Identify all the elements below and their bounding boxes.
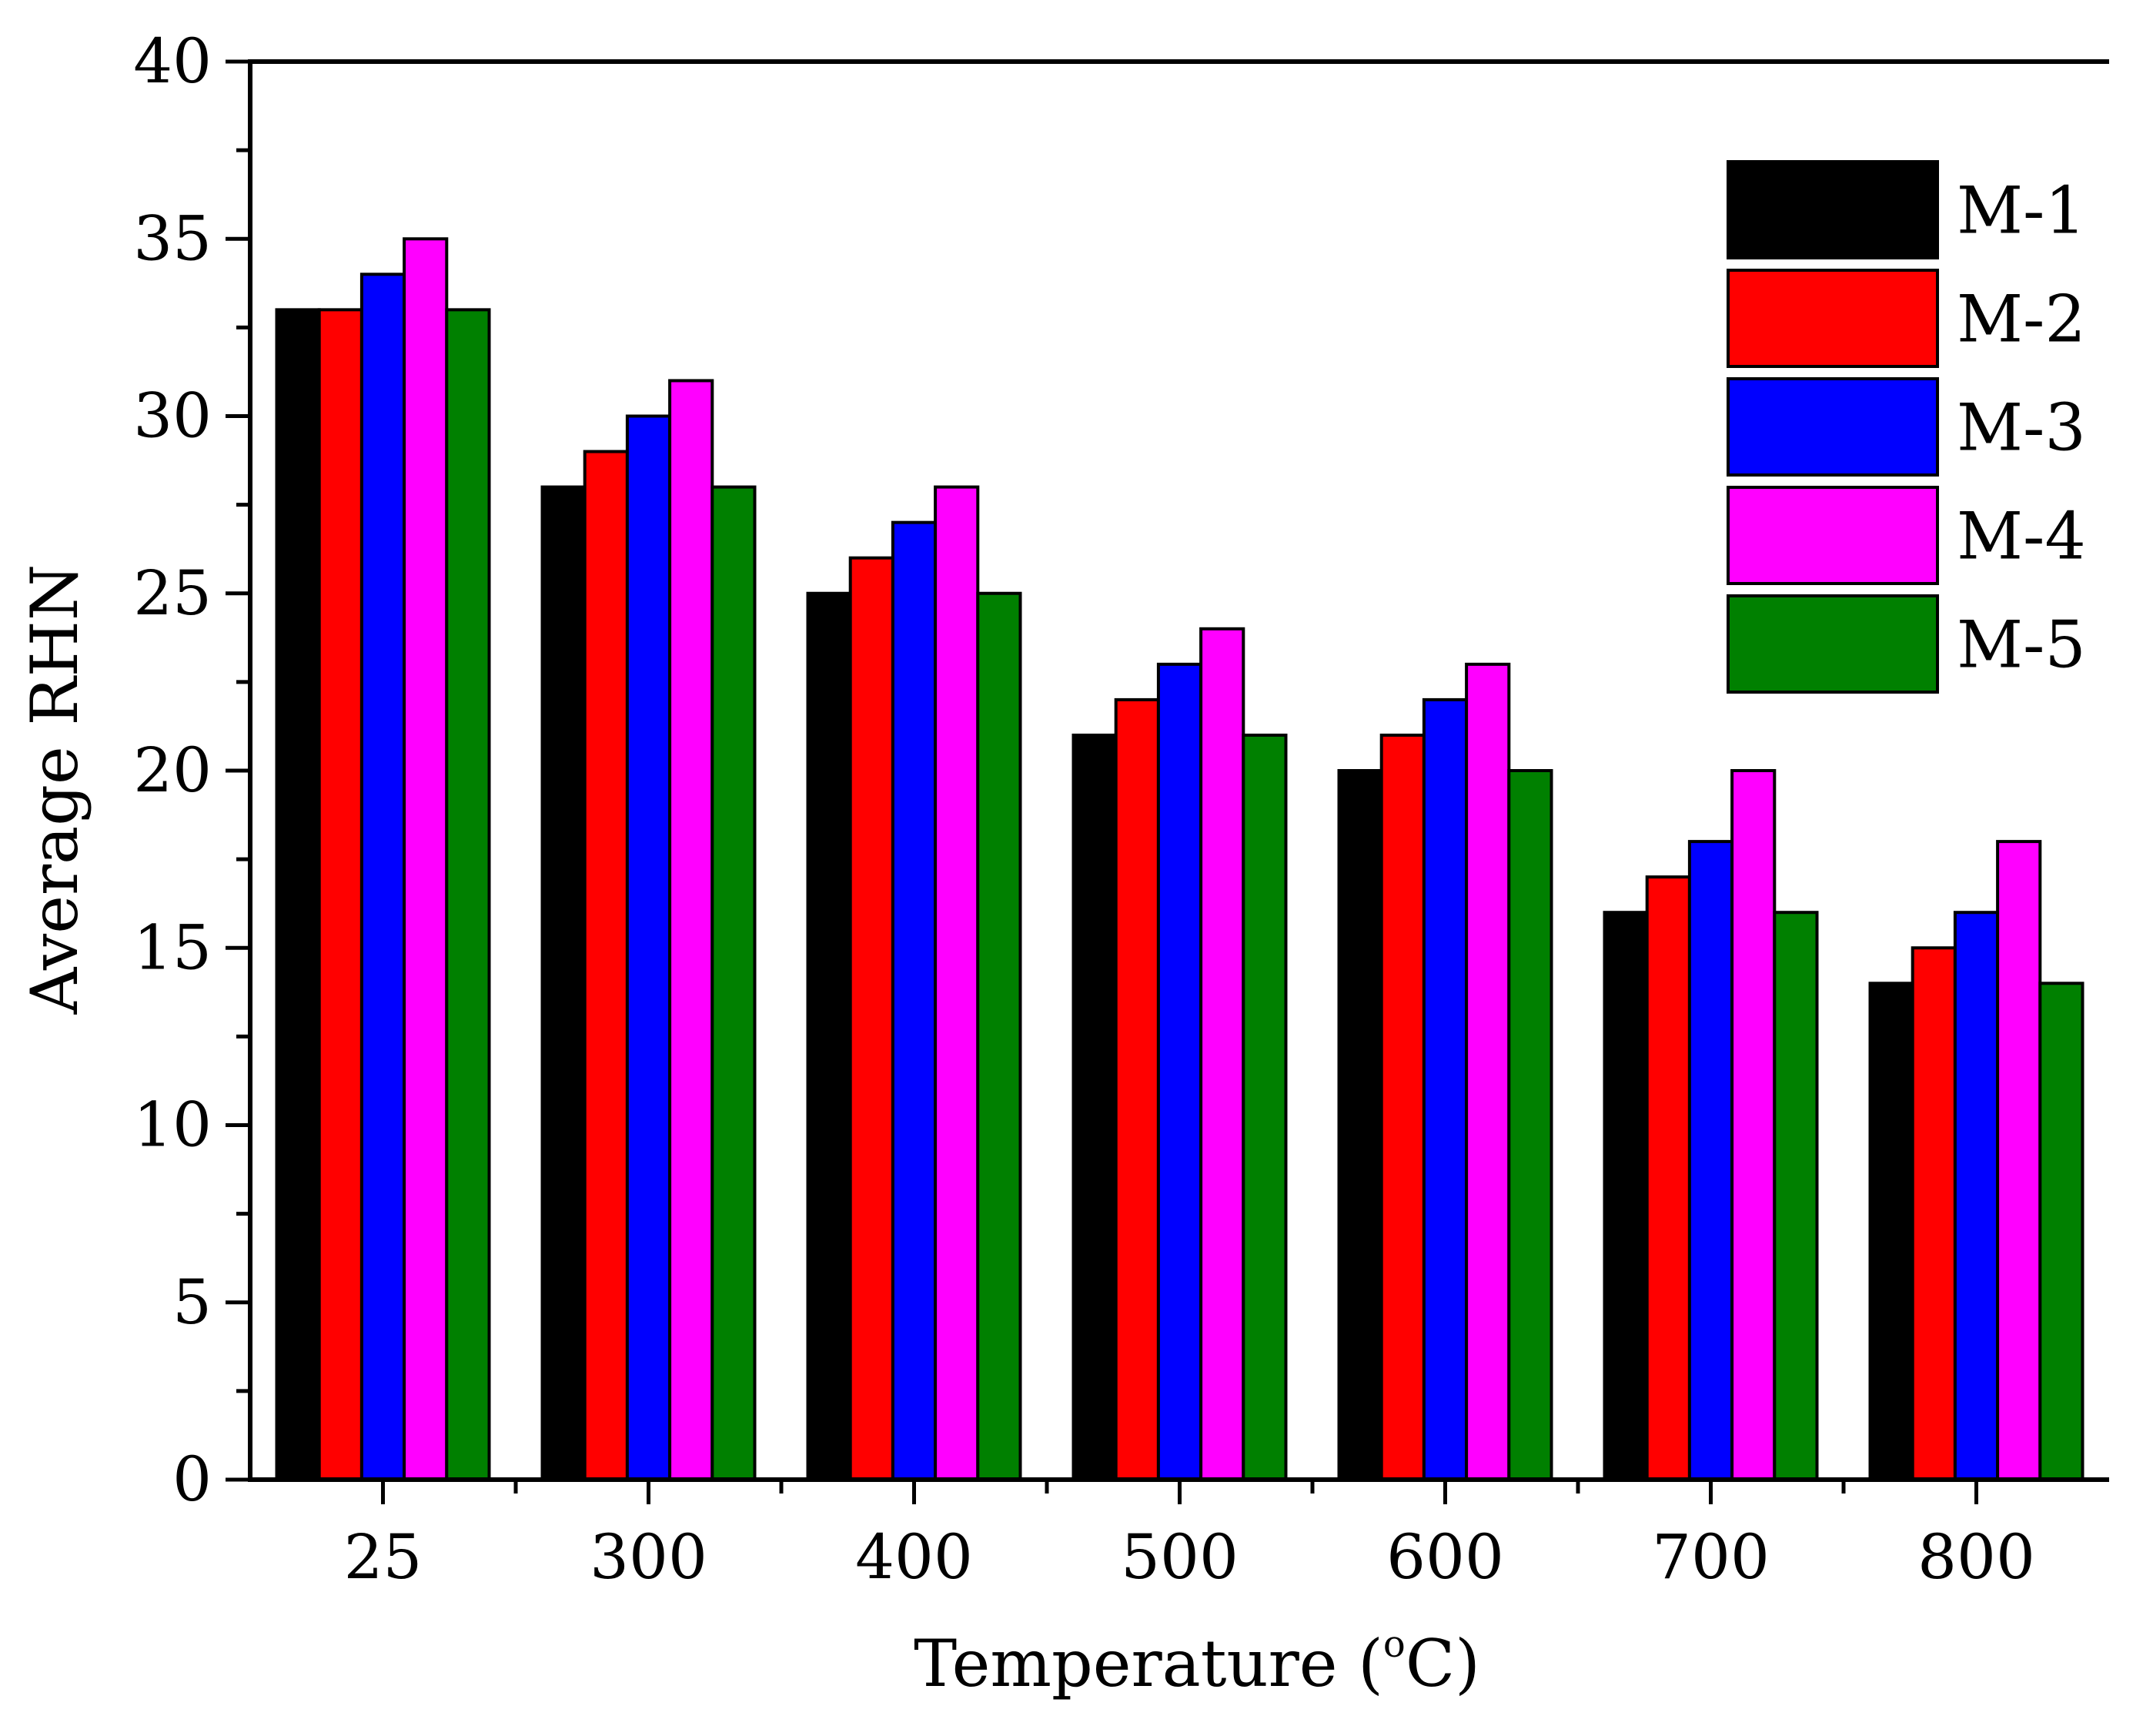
x-tick-label: 700	[1652, 1521, 1770, 1593]
bar-m-1-600	[1337, 769, 1383, 1481]
legend-label-m-1: M-1	[1957, 173, 2086, 249]
x-axis-title-main: Temperature (	[914, 1626, 1383, 1701]
bar-m-3-600	[1422, 697, 1469, 1481]
x-tick-label: 500	[1121, 1521, 1239, 1593]
bar-m-5-500	[1242, 733, 1288, 1481]
y-tick-label: 25	[133, 557, 212, 629]
bar-m-2-800	[1911, 946, 1957, 1481]
legend-swatch-m-3	[1727, 377, 1939, 477]
bar-m-3-25	[359, 273, 406, 1481]
bar-m-3-400	[891, 520, 938, 1481]
legend-swatch-m-1	[1727, 160, 1939, 259]
y-axis-title: Average RHN	[17, 564, 92, 1015]
y-ticks-group: 0 5 10 15 20 25 30 35 40	[133, 25, 250, 1515]
y-tick-label: 15	[133, 911, 212, 983]
x-tick-label: 600	[1386, 1521, 1504, 1593]
y-tick-label: 0	[172, 1443, 212, 1515]
y-tick-label: 35	[133, 202, 212, 274]
bar-m-2-600	[1379, 733, 1426, 1481]
bar-m-3-300	[625, 414, 672, 1481]
y-tick-label: 40	[133, 25, 212, 97]
x-ticks-group: 25 300 400 500 600 700 800	[344, 1480, 2035, 1593]
x-tick-label: 25	[344, 1521, 423, 1593]
y-tick-label: 30	[133, 380, 212, 452]
bar-m-4-25	[403, 237, 449, 1481]
bar-m-2-300	[583, 450, 629, 1481]
bar-m-1-25	[275, 308, 321, 1482]
bar-m-4-300	[668, 379, 714, 1482]
bar-m-1-500	[1071, 733, 1118, 1481]
legend-label-m-2: M-2	[1957, 282, 2086, 357]
bar-m-1-400	[806, 591, 852, 1481]
y-tick-label: 5	[172, 1266, 212, 1338]
bar-m-3-500	[1156, 662, 1203, 1481]
bar-m-4-800	[1996, 840, 2042, 1481]
bar-m-5-600	[1507, 769, 1553, 1481]
bar-m-4-600	[1465, 662, 1511, 1481]
bar-m-5-300	[710, 485, 757, 1481]
bar-m-4-400	[934, 485, 980, 1481]
bar-m-1-800	[1868, 982, 1914, 1482]
bar-m-2-700	[1645, 875, 1691, 1481]
x-axis-title: Temperature (oC)	[914, 1623, 1480, 1701]
bars-group	[275, 237, 2084, 1482]
x-tick-label: 400	[855, 1521, 973, 1593]
bar-m-5-700	[1773, 911, 1819, 1481]
bar-m-4-700	[1730, 769, 1777, 1481]
y-tick-label: 20	[133, 734, 212, 806]
legend-label-m-4: M-4	[1957, 499, 2086, 574]
bar-m-1-700	[1603, 911, 1649, 1481]
x-tick-label: 800	[1917, 1521, 2035, 1593]
bar-m-2-500	[1114, 697, 1160, 1481]
bar-m-2-400	[848, 556, 894, 1482]
bar-m-5-400	[976, 591, 1022, 1481]
x-axis-title-unit: C)	[1406, 1626, 1480, 1701]
y-tick-label: 10	[133, 1089, 212, 1161]
legend-label-m-3: M-3	[1957, 390, 2086, 466]
legend-swatch-m-2	[1727, 269, 1939, 368]
legend: M-1 M-2 M-3 M-4 M-5	[1727, 160, 2086, 694]
bar-m-5-25	[445, 308, 491, 1482]
bar-m-1-300	[540, 485, 587, 1481]
legend-swatch-m-4	[1727, 486, 1939, 585]
legend-swatch-m-5	[1727, 594, 1939, 694]
bar-m-5-800	[2038, 982, 2084, 1482]
bar-m-3-800	[1953, 911, 2000, 1481]
bar-m-4-500	[1199, 627, 1245, 1481]
legend-label-m-5: M-5	[1957, 607, 2086, 683]
bar-m-2-25	[317, 308, 363, 1482]
bar-m-3-700	[1687, 840, 1734, 1481]
x-tick-label: 300	[590, 1521, 707, 1593]
x-axis-title-degree: o	[1383, 1623, 1406, 1666]
